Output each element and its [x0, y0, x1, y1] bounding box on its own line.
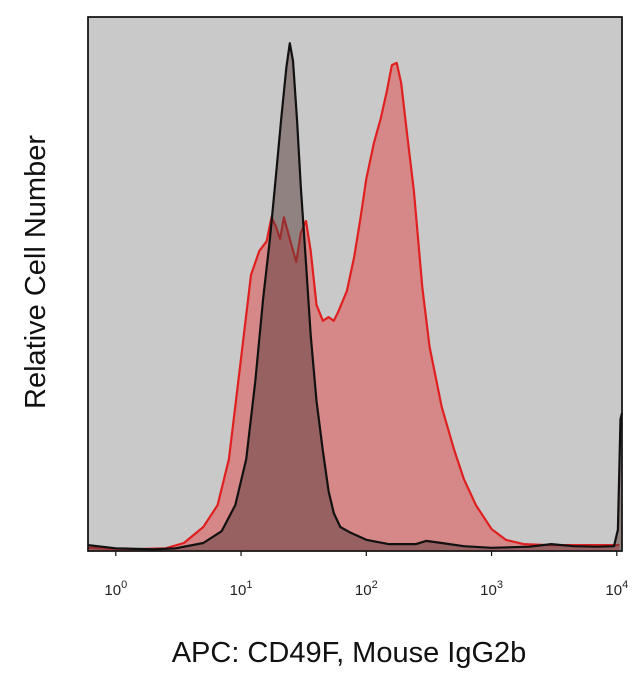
x-tick-label-1: 101 [230, 579, 253, 599]
x-tick-label-0: 100 [104, 579, 127, 599]
y-axis-title: Relative Cell Number [20, 135, 52, 409]
x-axis-title: APC: CD49F, Mouse IgG2b [172, 637, 527, 669]
series-0-area [88, 62, 620, 552]
series-layer [87, 42, 624, 552]
plot-frame [87, 16, 623, 552]
x-tick-label-2: 102 [355, 579, 378, 599]
x-tick-label-4: 104 [605, 579, 628, 599]
series-1-line [87, 42, 624, 551]
series-0-line [87, 61, 620, 551]
x-tick-label-3: 103 [480, 579, 503, 599]
x-tick-layer: 100 101 102 103 104 [104, 551, 628, 599]
